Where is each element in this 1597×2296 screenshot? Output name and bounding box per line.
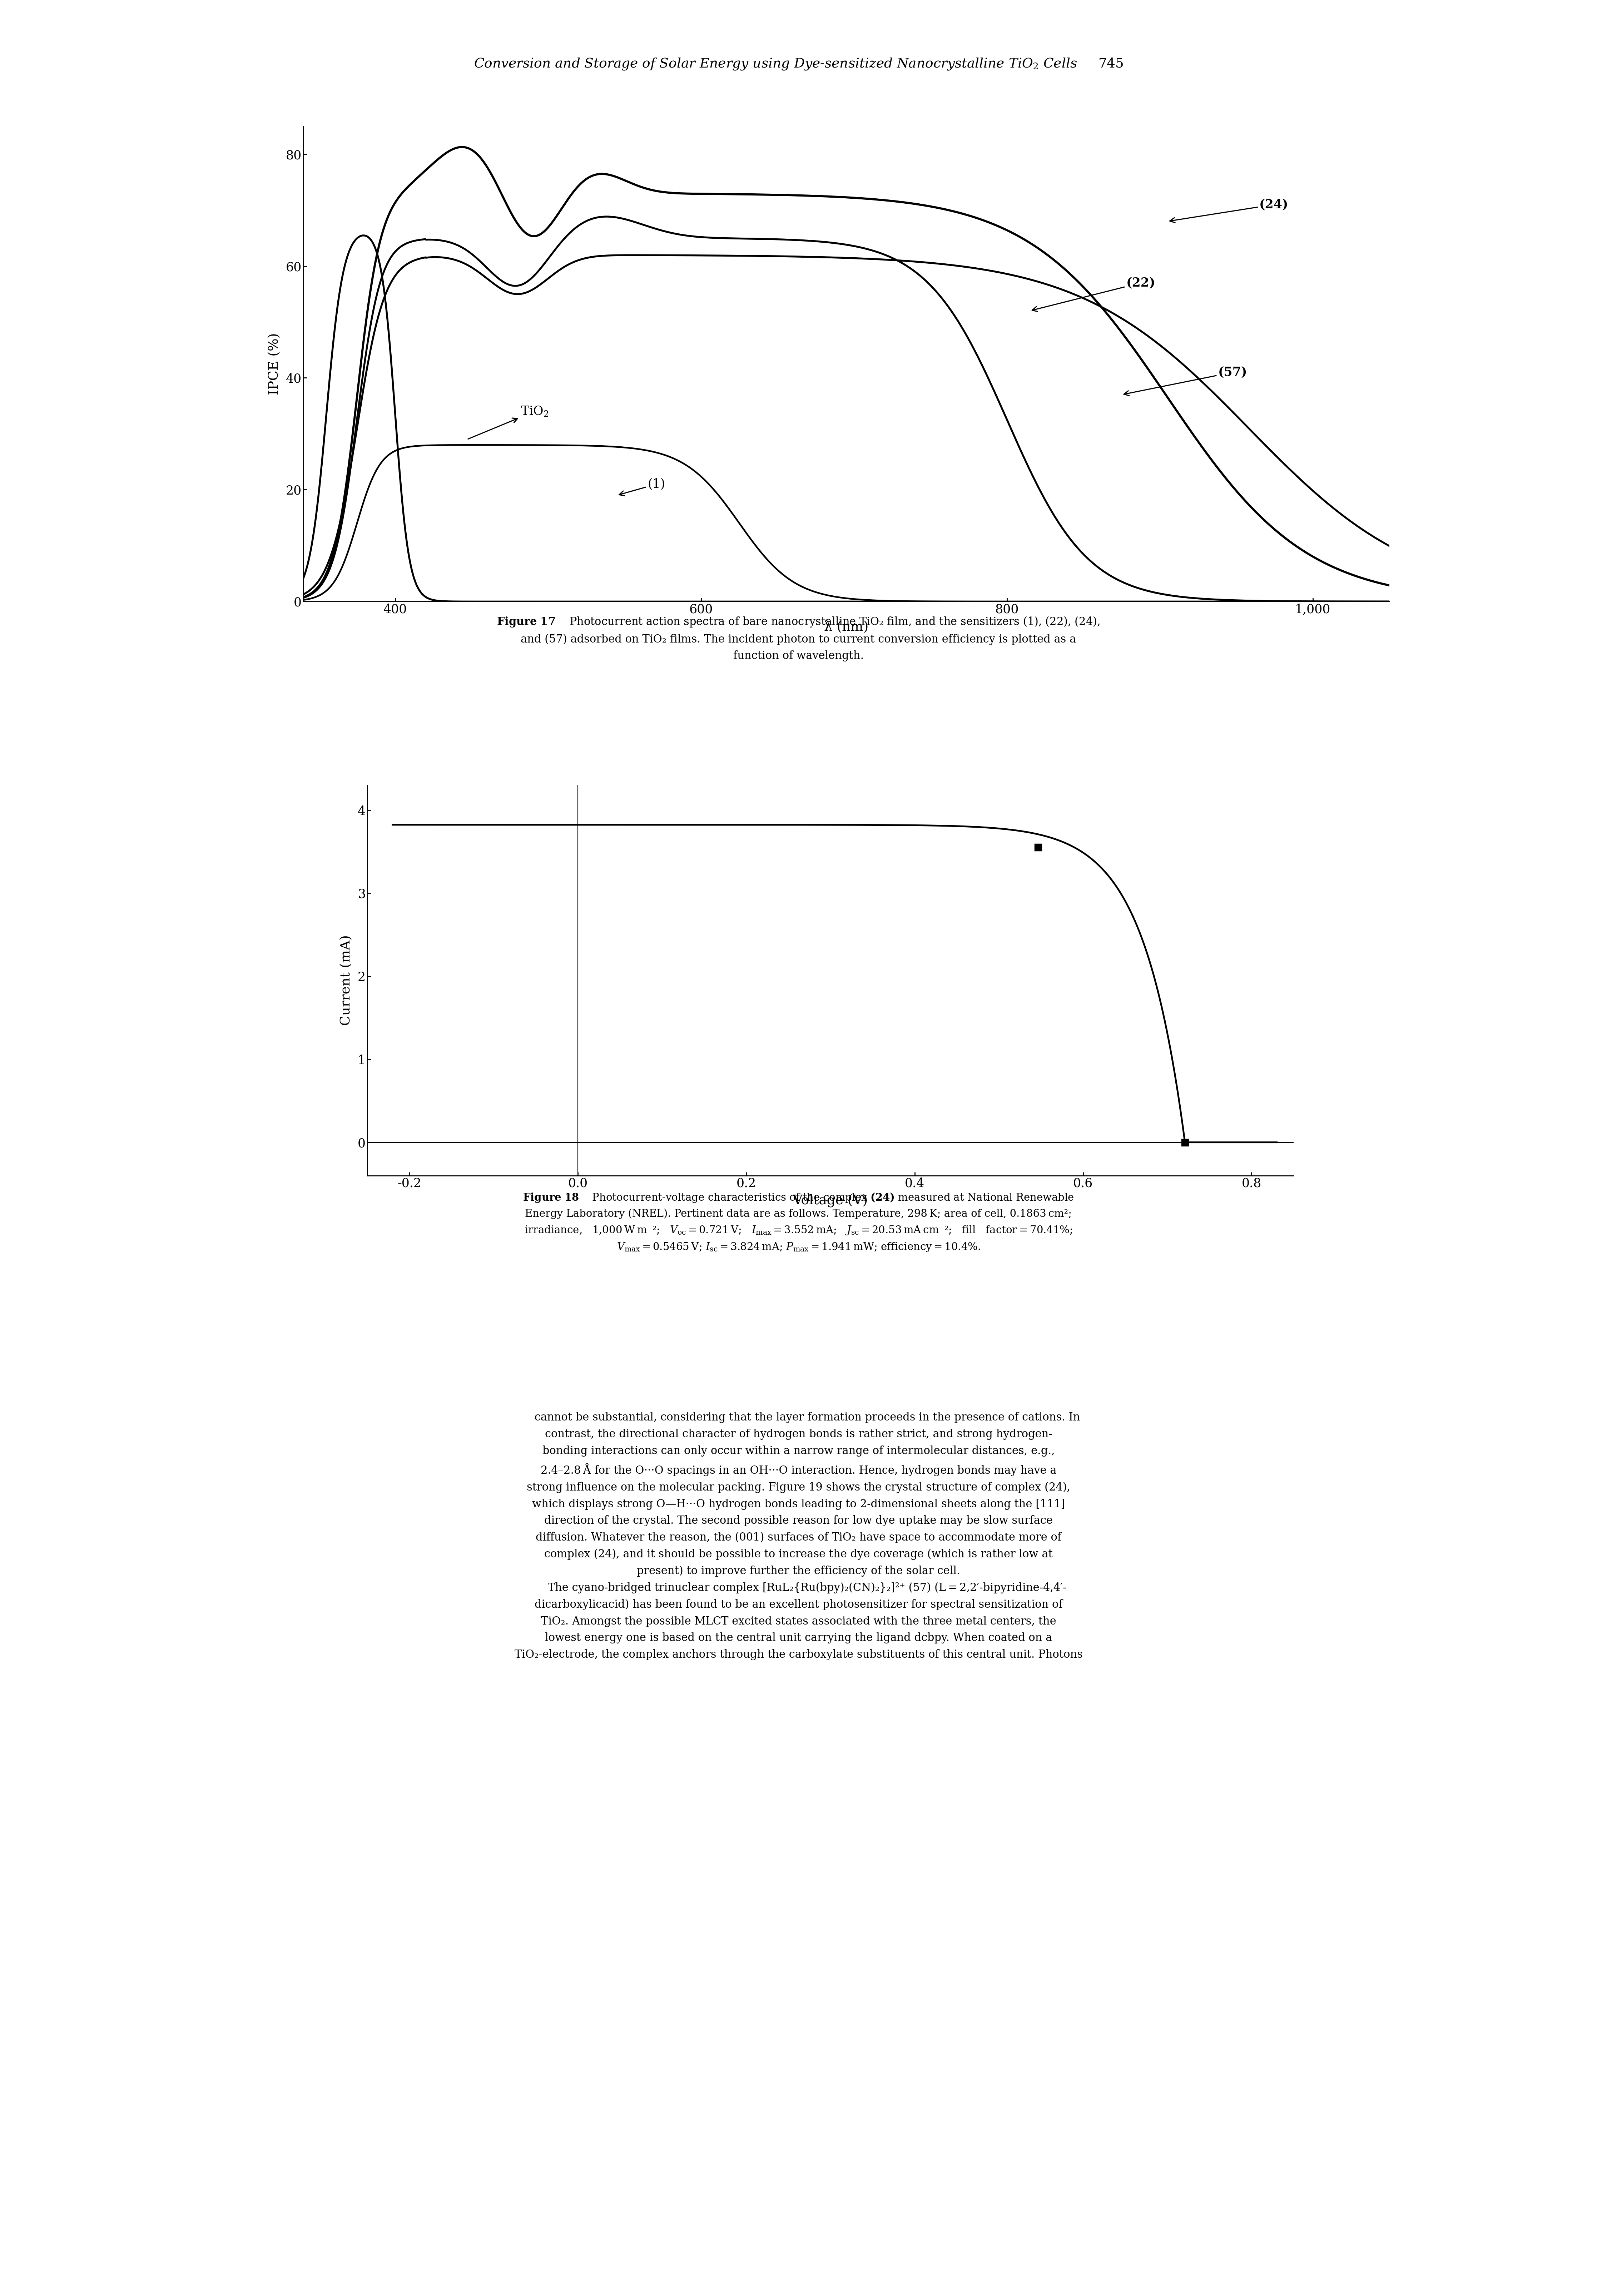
Text: $\mathit{Conversion\ and\ Storage\ of\ Solar\ Energy\ using\ Dye\text{-}sensitiz: $\mathit{Conversion\ and\ Storage\ of\ S… xyxy=(474,57,1123,71)
Text: TiO$_2$: TiO$_2$ xyxy=(468,404,548,439)
Text: cannot be substantial, considering that the layer formation proceeds in the pres: cannot be substantial, considering that … xyxy=(514,1412,1083,1660)
Y-axis label: IPCE (%): IPCE (%) xyxy=(268,333,281,395)
Text: $\mathbf{Figure\ 18}$    Photocurrent-voltage characteristics of the complex $\m: $\mathbf{Figure\ 18}$ Photocurrent-volta… xyxy=(522,1192,1075,1254)
Y-axis label: Current (mA): Current (mA) xyxy=(340,934,353,1026)
Text: (57): (57) xyxy=(1124,367,1247,395)
X-axis label: λ (nm): λ (nm) xyxy=(824,620,869,634)
Text: (1): (1) xyxy=(620,478,666,496)
Text: $\mathbf{Figure\ 17}$    Photocurrent action spectra of bare nanocrystalline TiO: $\mathbf{Figure\ 17}$ Photocurrent actio… xyxy=(497,615,1100,661)
X-axis label: Voltage (V): Voltage (V) xyxy=(792,1194,869,1208)
Text: (22): (22) xyxy=(1032,278,1156,312)
Text: (24): (24) xyxy=(1169,197,1289,223)
